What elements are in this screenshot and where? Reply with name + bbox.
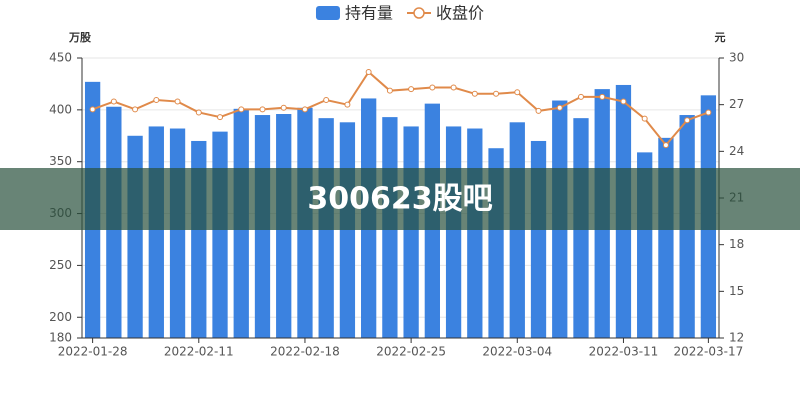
line-point [238, 106, 245, 113]
y-tick-label: 350 [49, 154, 72, 168]
y2-tick-label: 27 [729, 97, 744, 111]
banner-text: 300623股吧 [307, 182, 492, 217]
x-tick-label: 2022-03-11 [589, 345, 659, 359]
line-point [89, 106, 96, 113]
y2-tick-label: 15 [729, 284, 744, 298]
legend-swatch [315, 6, 340, 20]
line-point [365, 69, 372, 75]
line-point [132, 106, 139, 113]
line-point [153, 97, 160, 103]
line-point [535, 107, 542, 114]
line-point [577, 93, 584, 100]
line-point [450, 84, 457, 91]
bar [127, 135, 143, 338]
line-point [280, 104, 287, 111]
line-point [620, 98, 627, 105]
line-point [662, 142, 669, 149]
line-point [429, 84, 436, 91]
y2-tick-label: 18 [729, 237, 744, 251]
y-tick-label: 200 [49, 310, 72, 324]
bar [148, 126, 164, 338]
legend-item[interactable]: 收盘价 [407, 4, 484, 23]
line-point [323, 97, 330, 103]
y-tick-label: 180 [49, 331, 72, 345]
bar [339, 122, 356, 338]
line-point [471, 90, 478, 97]
x-tick-label: 2022-03-17 [674, 345, 744, 359]
legend: 持有量 收盘价 [315, 4, 484, 23]
line-point [195, 109, 202, 116]
line-point [344, 101, 351, 108]
legend-item[interactable]: 持有量 [315, 4, 393, 23]
y-tick-label: 450 [49, 51, 72, 65]
line-point [217, 114, 224, 121]
bar [445, 126, 462, 338]
y2-tick-label: 30 [729, 51, 744, 65]
y2-tick-label: 12 [729, 331, 744, 345]
y-axis-label: 万股 [68, 31, 92, 44]
legend-swatch [413, 7, 425, 19]
line-point [599, 93, 606, 100]
line-point [301, 106, 308, 113]
banner [0, 168, 800, 230]
line-point [641, 115, 648, 122]
line-point [684, 117, 691, 124]
x-tick-label: 2022-01-28 [58, 345, 128, 359]
line-point [110, 98, 117, 105]
bar [169, 128, 186, 338]
bar [467, 128, 483, 338]
line-point [174, 98, 181, 105]
y-tick-label: 250 [49, 258, 72, 272]
line-point [259, 106, 266, 113]
line-point [556, 104, 563, 111]
y2-axis-label: 元 [715, 31, 726, 44]
line [92, 70, 709, 147]
x-tick-label: 2022-02-18 [270, 345, 340, 359]
bar [658, 137, 674, 338]
line-point [386, 87, 393, 94]
y-tick-label: 400 [49, 102, 72, 116]
x-tick-label: 2022-02-25 [376, 345, 446, 359]
legend-label: 持有量 [345, 4, 393, 23]
bar [212, 131, 228, 338]
line-point [514, 89, 521, 96]
bar [403, 126, 419, 338]
x-tick-label: 2022-02-11 [164, 345, 234, 359]
line-point [705, 109, 712, 116]
line-point [408, 86, 415, 93]
line-point [493, 90, 500, 97]
legend-label: 收盘价 [436, 4, 484, 23]
y2-tick-label: 24 [729, 144, 744, 158]
bar [509, 122, 525, 338]
x-tick-label: 2022-03-04 [482, 345, 552, 359]
